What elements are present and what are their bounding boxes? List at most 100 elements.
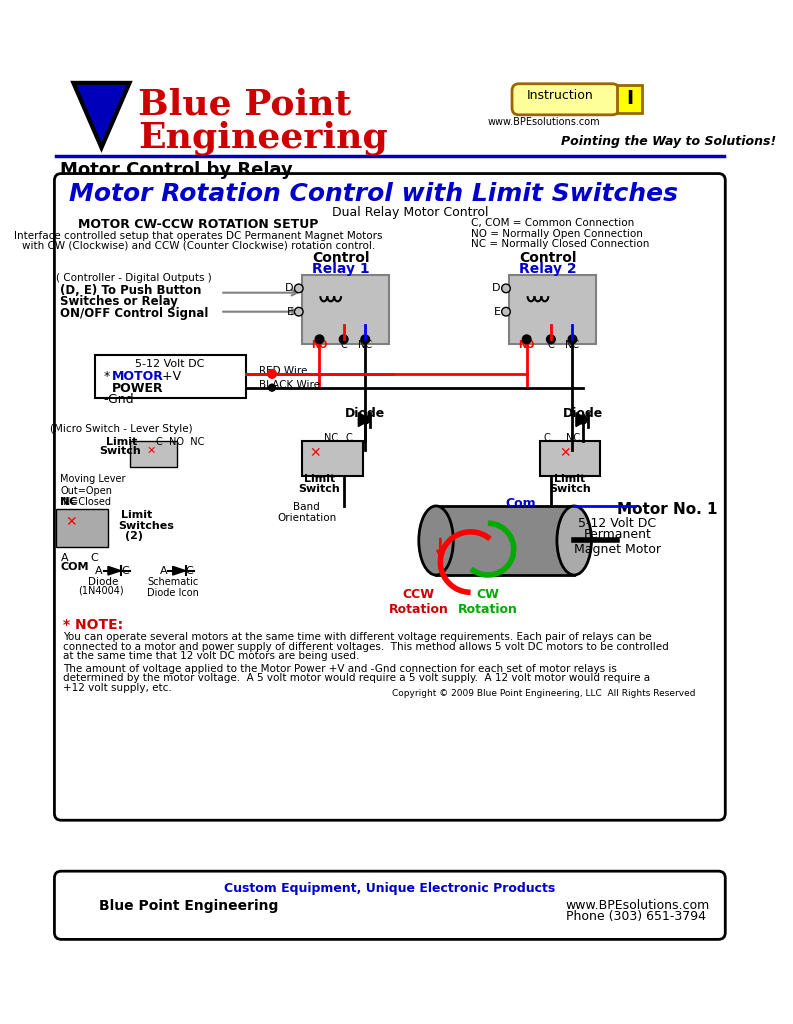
Text: C: C [186, 566, 193, 577]
Text: 5-12 Volt DC: 5-12 Volt DC [136, 359, 205, 370]
Text: E: E [494, 307, 501, 316]
Bar [95, 355, 246, 398]
Text: Switch: Switch [299, 483, 340, 494]
Text: NC: NC [565, 432, 580, 442]
Text: C: C [121, 566, 128, 577]
Text: Moving Lever
Out=Open
IN=Closed: Moving Lever Out=Open IN=Closed [60, 474, 126, 507]
Circle shape [502, 284, 511, 293]
Text: determined by the motor voltage.  A 5 volt motor would require a 5 volt supply. : determined by the motor voltage. A 5 vol… [63, 674, 650, 683]
Text: NO: NO [312, 340, 328, 350]
FancyBboxPatch shape [512, 84, 619, 115]
Circle shape [523, 335, 531, 344]
Text: NC: NC [358, 340, 372, 350]
Text: E: E [286, 307, 293, 316]
Text: C: C [346, 432, 352, 442]
Text: ( Controller - Digital Outputs ): ( Controller - Digital Outputs ) [56, 272, 212, 283]
Text: Diode: Diode [89, 577, 119, 587]
Text: Switch: Switch [549, 483, 591, 494]
Text: POWER: POWER [113, 382, 164, 394]
Text: CW
Rotation: CW Rotation [458, 588, 518, 616]
Bar [56, 509, 108, 548]
Bar [540, 441, 600, 476]
Text: Blue Point Engineering: Blue Point Engineering [99, 899, 278, 912]
Text: C: C [544, 432, 550, 442]
FancyBboxPatch shape [55, 871, 726, 939]
Text: Custom Equipment, Unique Electronic Products: Custom Equipment, Unique Electronic Prod… [224, 882, 555, 895]
Text: Permanent
Magnet Motor: Permanent Magnet Motor [574, 527, 661, 556]
Text: Band
Orientation: Band Orientation [277, 502, 336, 523]
Circle shape [269, 384, 275, 391]
Bar [509, 274, 596, 344]
Bar [302, 441, 362, 476]
Text: Relay 2: Relay 2 [519, 261, 577, 275]
Text: 5-12 Volt DC: 5-12 Volt DC [578, 517, 657, 530]
Text: ✕: ✕ [147, 445, 155, 456]
Text: ✕: ✕ [560, 445, 572, 460]
Text: C: C [340, 340, 347, 350]
Circle shape [294, 307, 303, 316]
Text: ✕: ✕ [65, 515, 76, 528]
Text: Engineering: Engineering [138, 120, 388, 155]
Text: Switch: Switch [99, 446, 141, 457]
Text: NO = Normally Open Connection: NO = Normally Open Connection [470, 228, 642, 239]
Text: Com: Com [505, 498, 536, 510]
Circle shape [361, 416, 370, 424]
Text: Motor Rotation Control with Limit Switches: Motor Rotation Control with Limit Switch… [69, 182, 678, 206]
Circle shape [339, 335, 348, 344]
Text: COM: COM [60, 562, 89, 572]
Text: NC: NC [60, 498, 78, 507]
Text: Pointing the Way to Solutions!: Pointing the Way to Solutions! [561, 135, 776, 147]
Text: Diode: Diode [345, 407, 385, 420]
Text: Control: Control [312, 251, 370, 265]
Bar [302, 274, 389, 344]
Text: www.BPEsolutions.com: www.BPEsolutions.com [565, 899, 710, 911]
Text: NO: NO [519, 340, 535, 350]
Text: connected to a motor and power supply of different voltages.  This method allows: connected to a motor and power supply of… [63, 641, 668, 651]
Text: Limit: Limit [554, 474, 585, 484]
Text: C: C [547, 340, 554, 350]
Text: Motor Control by Relay: Motor Control by Relay [60, 162, 293, 179]
Circle shape [268, 370, 276, 378]
Text: You can operate several motors at the same time with different voltage requireme: You can operate several motors at the sa… [63, 632, 652, 642]
Text: Control: Control [519, 251, 577, 265]
Text: Schematic
Diode Icon: Schematic Diode Icon [147, 577, 199, 598]
Bar [129, 441, 177, 467]
Text: (Micro Switch - Lever Style): (Micro Switch - Lever Style) [50, 424, 192, 434]
Text: www.BPEsolutions.com: www.BPEsolutions.com [488, 118, 600, 127]
Text: NC = Normally Closed Connection: NC = Normally Closed Connection [470, 240, 649, 249]
Circle shape [579, 416, 587, 424]
Text: RED Wire: RED Wire [259, 367, 308, 376]
Text: at the same time that 12 volt DC motors are being used.: at the same time that 12 volt DC motors … [63, 651, 359, 662]
Polygon shape [358, 413, 370, 427]
Text: (2): (2) [125, 531, 144, 541]
Text: +V: +V [158, 371, 181, 383]
Polygon shape [74, 83, 129, 147]
Text: Motor No. 1: Motor No. 1 [618, 502, 718, 517]
Text: I: I [626, 89, 633, 108]
Text: C  NO  NC: C NO NC [106, 437, 205, 446]
Ellipse shape [419, 506, 454, 575]
Text: Blue Point: Blue Point [138, 87, 351, 121]
Text: D: D [492, 284, 501, 294]
Text: Interface controlled setup that operates DC Permanent Magnet Motors: Interface controlled setup that operates… [14, 230, 383, 241]
Text: CCW
Rotation: CCW Rotation [389, 588, 449, 616]
Text: C: C [90, 553, 98, 563]
Text: *: * [104, 371, 114, 383]
Polygon shape [108, 566, 121, 575]
Text: Phone (303) 651-3794: Phone (303) 651-3794 [565, 910, 706, 923]
Text: NC: NC [565, 340, 580, 350]
Bar [436, 506, 574, 575]
Circle shape [568, 335, 577, 344]
Text: MOTOR CW-CCW ROTATION SETUP: MOTOR CW-CCW ROTATION SETUP [79, 218, 319, 231]
Text: -Gnd: -Gnd [104, 393, 134, 406]
Text: Limit: Limit [121, 510, 152, 520]
Text: +12 volt supply, etc.: +12 volt supply, etc. [63, 683, 172, 693]
Circle shape [294, 284, 303, 293]
Text: (1N4004): (1N4004) [79, 586, 124, 595]
Circle shape [361, 335, 370, 344]
Text: Copyright © 2009 Blue Point Engineering, LLC  All Rights Reserved: Copyright © 2009 Blue Point Engineering,… [392, 689, 695, 698]
Text: with CW (Clockwise) and CCW (Counter Clockwise) rotation control.: with CW (Clockwise) and CCW (Counter Clo… [22, 240, 375, 250]
Ellipse shape [557, 506, 592, 575]
Text: Dual Relay Motor Control: Dual Relay Motor Control [332, 207, 488, 219]
Text: A: A [95, 566, 102, 577]
